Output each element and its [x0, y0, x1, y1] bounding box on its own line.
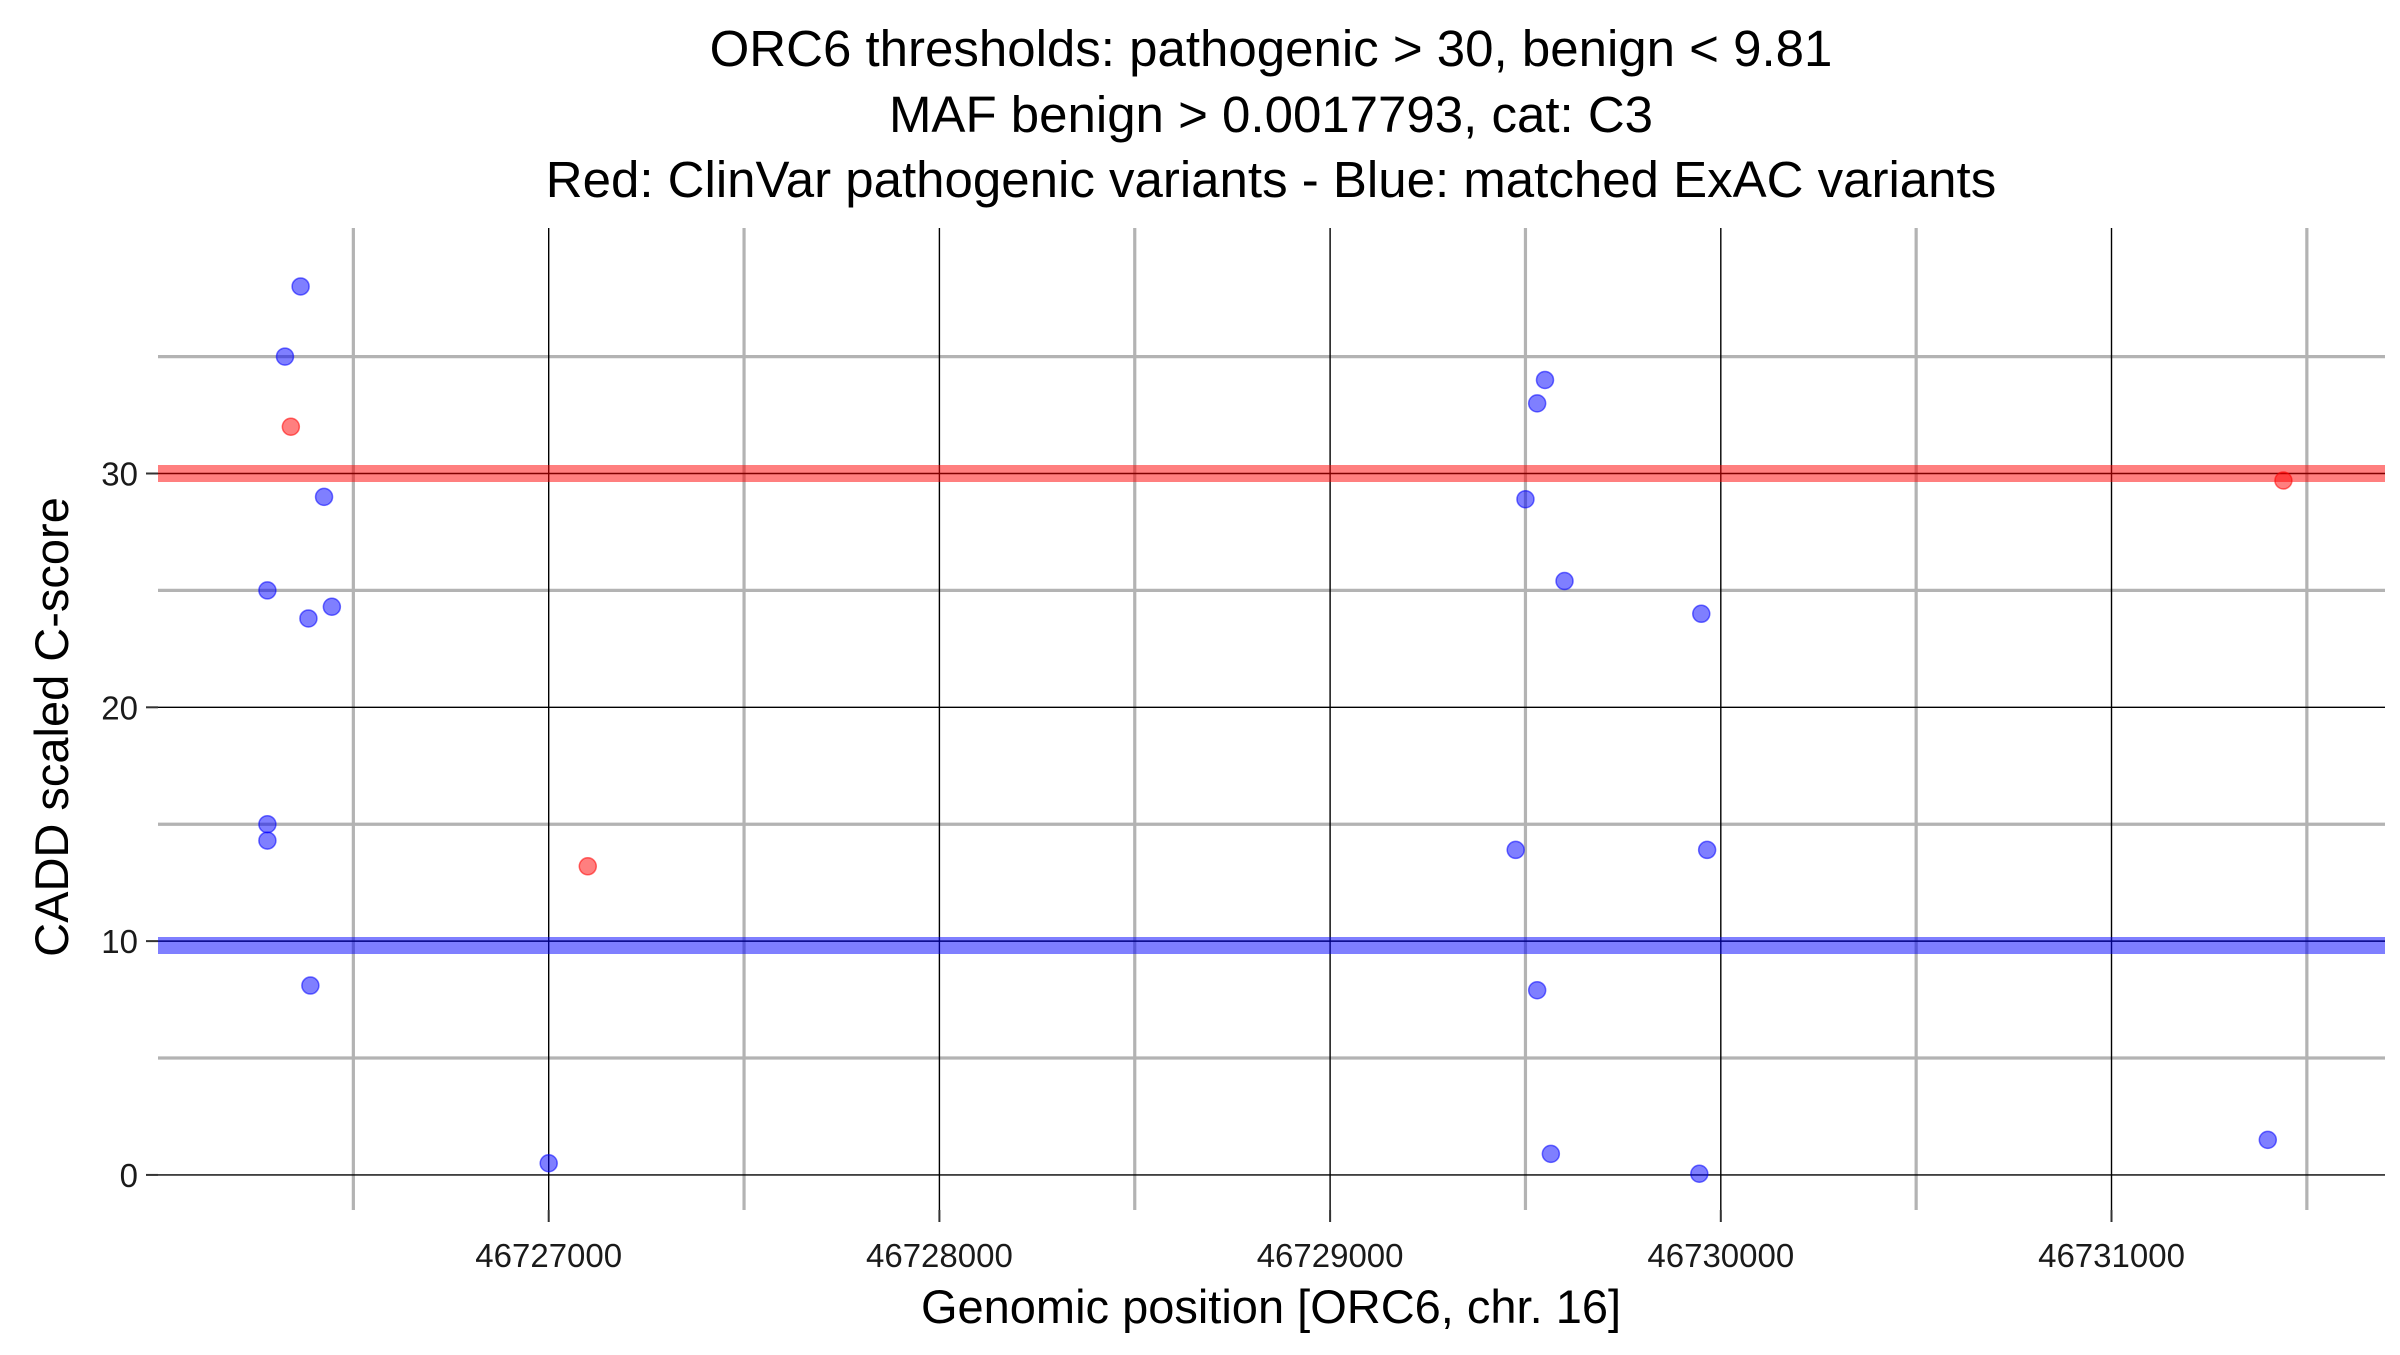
pathogenic-point	[281, 417, 301, 436]
exac-point	[322, 597, 342, 617]
exac-point	[2258, 1130, 2278, 1150]
x-tick-label: 46727000	[475, 1237, 622, 1274]
pathogenic-point	[578, 857, 598, 876]
x-axis-ticks: 46727000 46728000 46729000 46730000 46731000	[475, 1210, 2185, 1274]
y-tick-label: 20	[101, 689, 138, 726]
data-points	[258, 277, 2293, 1184]
exac-point	[299, 609, 318, 628]
exac-point	[1690, 1164, 1709, 1184]
x-tick-label: 46731000	[2038, 1237, 2185, 1274]
exac-point	[1692, 604, 1711, 624]
exac-point	[539, 1153, 558, 1173]
exac-point	[258, 581, 277, 600]
exac-point	[258, 831, 277, 850]
exac-point	[1535, 370, 1555, 390]
exac-point	[1506, 840, 1525, 860]
minor-gridlines	[158, 228, 2385, 1210]
x-tick-label: 46729000	[1257, 1237, 1404, 1274]
x-tick-label: 46728000	[866, 1237, 1013, 1274]
x-tick-label: 46730000	[1647, 1237, 1794, 1274]
title-line-3: Red: ClinVar pathogenic variants - Blue:…	[546, 151, 1996, 208]
y-tick-label: 0	[120, 1157, 138, 1194]
exac-point	[1555, 571, 1574, 591]
exac-point	[314, 487, 334, 507]
x-axis-title: Genomic position [ORC6, chr. 16]	[921, 1280, 1621, 1333]
exac-point	[1516, 489, 1535, 509]
exac-point	[1541, 1144, 1561, 1164]
pathogenic-point	[2274, 471, 2293, 490]
chart-title: ORC6 thresholds: pathogenic > 30, benign…	[546, 20, 1996, 208]
exac-point	[1527, 980, 1547, 1000]
exac-point	[1527, 394, 1547, 413]
threshold-lines	[158, 465, 2385, 955]
title-line-2: MAF benign > 0.0017793, cat: C3	[889, 86, 1653, 143]
exac-point	[1697, 840, 1717, 860]
y-axis-title: CADD scaled C-score	[25, 497, 78, 957]
y-tick-label: 10	[101, 923, 138, 960]
y-axis-ticks: 0 10 20 30	[101, 456, 158, 1194]
exac-point	[291, 277, 310, 296]
y-tick-label: 30	[101, 456, 138, 493]
exac-point	[275, 347, 295, 366]
exac-point	[301, 976, 320, 995]
major-gridlines	[158, 228, 2385, 1210]
title-line-1: ORC6 thresholds: pathogenic > 30, benign…	[710, 20, 1833, 77]
exac-point	[258, 814, 277, 834]
